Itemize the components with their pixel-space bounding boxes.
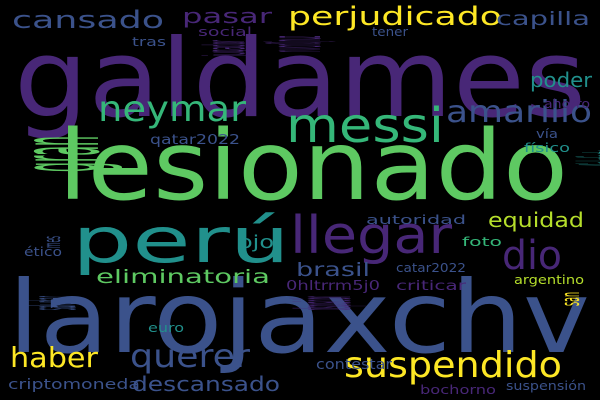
word-12: amarillo bbox=[446, 95, 592, 130]
word-47: bochorno bbox=[420, 383, 496, 397]
word-15: descansado bbox=[132, 372, 280, 396]
word-23: ahorro bbox=[544, 97, 590, 111]
word-0: galdames bbox=[14, 17, 586, 142]
word-30: vía bbox=[536, 127, 558, 141]
word-41: san bbox=[556, 292, 586, 306]
word-6: neymar bbox=[98, 89, 247, 130]
word-16: eliminatoria bbox=[96, 266, 270, 288]
word-17: equidad bbox=[488, 208, 584, 232]
word-1: lesionado bbox=[58, 110, 568, 222]
word-9: dio bbox=[502, 233, 562, 279]
word-39: argentino bbox=[514, 273, 584, 287]
word-43: euro bbox=[148, 321, 184, 335]
word-40: criticar bbox=[396, 279, 466, 294]
word-31: físico bbox=[524, 141, 570, 155]
word-48: suspensión bbox=[506, 379, 586, 393]
word-45: contestar bbox=[316, 357, 392, 373]
word-33: autoridad bbox=[366, 213, 466, 227]
word-8: querer bbox=[130, 337, 250, 375]
word-38: 0hltrrm5j0 bbox=[286, 279, 380, 294]
word-46: criptomoneda bbox=[8, 377, 140, 393]
word-44: disposición bbox=[279, 296, 368, 310]
word-25: social bbox=[198, 25, 252, 39]
word-32: 4iakgfqctp bbox=[557, 150, 600, 166]
word-37: catar2022 bbox=[396, 261, 466, 275]
word-10: perjudicado bbox=[288, 2, 502, 32]
word-29: qatar2022 bbox=[150, 133, 240, 148]
word-3: perú bbox=[72, 204, 290, 277]
word-24: tras bbox=[132, 35, 166, 49]
word-18: brasil bbox=[296, 259, 370, 281]
word-13: gran bbox=[0, 136, 125, 172]
word-36: foto bbox=[462, 235, 502, 249]
word-5: llegar bbox=[290, 206, 452, 266]
word-19: pasar bbox=[182, 4, 272, 28]
word-21: poder bbox=[530, 68, 592, 92]
word-14: haber bbox=[10, 341, 98, 374]
word-27: jugador bbox=[193, 40, 258, 56]
word-35: ético bbox=[24, 245, 62, 259]
word-26: tener bbox=[372, 25, 408, 39]
word-22: ojo bbox=[238, 232, 274, 253]
word-11: cansado bbox=[12, 6, 164, 34]
word-7: suspendido bbox=[344, 345, 562, 386]
word-20: capilla bbox=[496, 8, 590, 30]
word-2: larojaxchv bbox=[8, 259, 590, 376]
word-42: saludar bbox=[17, 296, 91, 310]
word-4: messi bbox=[286, 98, 444, 154]
word-28: rvvcn0jnuz bbox=[252, 36, 338, 52]
